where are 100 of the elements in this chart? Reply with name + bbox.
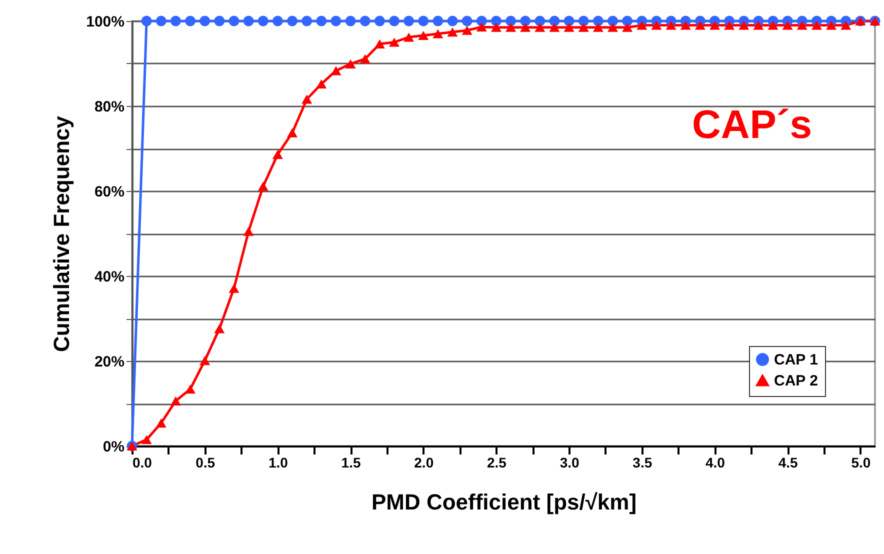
point: [680, 20, 691, 30]
point: [374, 16, 385, 26]
point: [622, 16, 633, 26]
legend-label: CAP 1: [774, 352, 818, 368]
point: [811, 20, 822, 30]
point: [228, 284, 240, 293]
point: [316, 16, 327, 26]
point: [418, 16, 429, 26]
point: [506, 22, 516, 32]
point: [200, 16, 210, 26]
point: [724, 20, 735, 30]
point: [418, 30, 429, 40]
x-tick-label: 2.0: [414, 454, 434, 470]
point: [258, 182, 268, 191]
point: [432, 16, 444, 26]
point: [826, 20, 837, 30]
point: [694, 20, 706, 30]
point: [316, 79, 327, 88]
point: [170, 396, 181, 406]
point: [243, 226, 254, 236]
point: [768, 20, 778, 30]
point: [287, 128, 298, 138]
point: [141, 435, 152, 444]
point: [549, 16, 560, 26]
point: [476, 16, 487, 26]
point: [636, 20, 648, 30]
point: [272, 16, 283, 26]
point: [287, 16, 298, 26]
point: [156, 418, 166, 428]
point: [608, 22, 618, 32]
y-axis-title: Cumulative Frequency: [49, 115, 74, 352]
point: [243, 16, 254, 26]
point: [520, 22, 531, 32]
point: [462, 26, 472, 35]
point: [738, 20, 750, 30]
x-tick-label: 4.5: [778, 454, 798, 470]
legend-label: CAP 2: [774, 372, 818, 390]
point: [796, 20, 808, 30]
y-tick-label: 60%: [94, 184, 124, 200]
point: [388, 16, 400, 26]
point: [272, 150, 283, 159]
point: [520, 16, 531, 26]
point: [549, 22, 560, 32]
point: [490, 16, 502, 26]
point: [710, 20, 720, 30]
point: [534, 22, 546, 32]
point: [506, 16, 516, 26]
point: [170, 16, 181, 26]
point: [476, 22, 487, 32]
point: [564, 16, 574, 26]
x-tick-label: 3.0: [560, 454, 580, 470]
point: [651, 20, 662, 30]
point: [666, 20, 676, 30]
y-tick-label: 100%: [86, 14, 124, 30]
point: [490, 22, 502, 32]
point: [447, 16, 458, 26]
point: [622, 22, 633, 32]
point: [345, 16, 356, 26]
point: [360, 54, 370, 64]
annotation: CAP´s: [692, 103, 812, 147]
point: [258, 16, 268, 26]
point: [302, 94, 312, 104]
point: [404, 16, 414, 26]
point: [374, 39, 385, 48]
y-tick-label: 40%: [94, 268, 124, 286]
x-tick-label: 1.5: [341, 454, 361, 470]
y-tick-label: 80%: [94, 98, 124, 116]
point: [214, 324, 225, 334]
point: [388, 38, 400, 47]
x-tick-label: 5.0: [851, 454, 871, 470]
x-tick-label: 4.0: [706, 454, 726, 470]
x-tick-label: 0.0: [132, 454, 152, 470]
point: [462, 16, 472, 26]
y-tick-label: 20%: [94, 354, 124, 370]
point: [185, 384, 196, 394]
point: [302, 16, 312, 26]
x-tick-label: 3.5: [632, 454, 652, 470]
point: [432, 29, 444, 38]
point: [564, 22, 574, 32]
point: [840, 20, 852, 30]
point: [360, 16, 370, 26]
point: [345, 59, 356, 68]
x-tick-label: 0.5: [196, 454, 216, 470]
y-tick-label: 0%: [102, 438, 124, 456]
point: [578, 16, 589, 26]
point: [156, 16, 166, 26]
x-axis-title: PMD Coefficient [ps/√km]: [371, 490, 637, 514]
point: [330, 16, 342, 26]
point: [592, 16, 604, 26]
point: [228, 16, 240, 26]
point: [447, 28, 458, 37]
x-tick-label: 2.5: [486, 454, 507, 470]
point: [753, 20, 764, 30]
point: [534, 16, 546, 26]
x-tick-label: 1.0: [268, 454, 288, 470]
point: [404, 32, 414, 42]
point: [200, 356, 210, 366]
point: [578, 22, 589, 32]
point: [214, 16, 225, 26]
point: [141, 16, 152, 26]
